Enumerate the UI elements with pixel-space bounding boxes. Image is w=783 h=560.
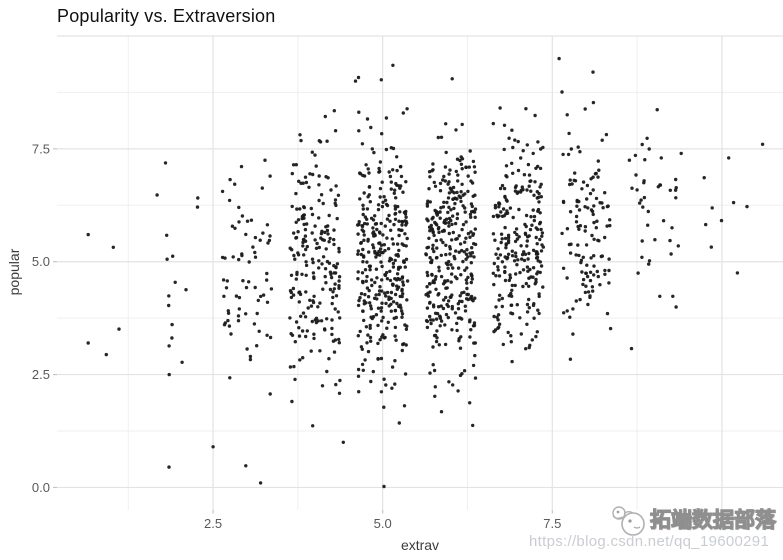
axis-tick-marks xyxy=(53,148,553,514)
x-tick-label: 7.5 xyxy=(543,516,561,531)
plot-title: Popularity vs. Extraversion xyxy=(57,6,276,26)
y-tick-label: 7.5 xyxy=(32,141,50,156)
y-tick-label: 2.5 xyxy=(32,367,50,382)
y-tick-label: 5.0 xyxy=(32,254,50,269)
panda-face-icon xyxy=(612,506,645,536)
data-points xyxy=(86,56,765,489)
watermark-brand-text: 拓端数据部落 xyxy=(649,508,776,532)
watermark-url-text: https://blog.csdn.net/qq_19600291 xyxy=(529,533,770,550)
y-axis-tick-labels: 0.0 2.5 5.0 7.5 xyxy=(32,141,50,495)
major-gridlines xyxy=(57,35,783,510)
x-axis-title: extrav xyxy=(400,537,440,553)
x-tick-label: 5.0 xyxy=(374,516,392,531)
y-tick-label: 0.0 xyxy=(32,480,50,495)
minor-gridlines xyxy=(57,36,783,510)
x-tick-label: 2.5 xyxy=(204,516,222,531)
y-axis-title: popular xyxy=(6,248,22,296)
x-axis-tick-labels: 2.5 5.0 7.5 xyxy=(204,516,561,531)
